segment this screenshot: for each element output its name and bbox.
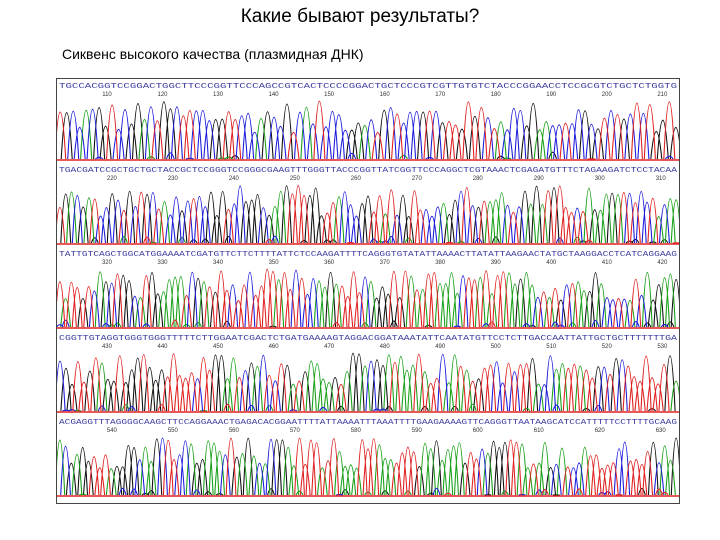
- position-label: 280: [473, 176, 484, 182]
- position-label: 370: [380, 260, 391, 266]
- position-label: 510: [546, 344, 557, 350]
- trace-g: [60, 101, 679, 160]
- trace-a: [74, 354, 679, 412]
- trace-c: [60, 437, 665, 496]
- position-label: 610: [534, 428, 545, 434]
- position-label: 420: [657, 260, 668, 266]
- position-label: 110: [102, 92, 112, 98]
- base-calls: CGGTTGTAGGTGGGTGGGTTTTTCTTGGAATCGACTCTGA…: [59, 335, 678, 343]
- position-label: 170: [435, 92, 446, 98]
- position-label: 550: [168, 428, 179, 434]
- trace-g: [60, 352, 676, 412]
- position-label: 200: [602, 92, 613, 98]
- position-label: 330: [158, 260, 169, 266]
- position-label: 490: [435, 344, 446, 350]
- position-label: 450: [213, 344, 224, 350]
- trace-t: [57, 100, 676, 160]
- position-label: 180: [491, 92, 502, 98]
- trace-c: [57, 354, 628, 412]
- trace-g: [60, 185, 669, 244]
- position-label: 240: [229, 176, 240, 182]
- position-label: 410: [602, 260, 613, 266]
- trace-row-3: TATTGTCAGCTGGCATGGAAAATCGATGTTCTTCTTTTAT…: [57, 251, 679, 329]
- trace-g: [77, 272, 679, 328]
- trace-a: [66, 188, 679, 244]
- position-label: 350: [269, 260, 280, 266]
- position-label: 500: [491, 344, 502, 350]
- position-label: 220: [107, 176, 118, 182]
- chromatogram-panel: TGCCACGGTCCGGACTGGCTTCCCGGTTCCCAGCCGTCAC…: [56, 78, 680, 504]
- trace-g: [65, 437, 679, 496]
- position-label: 250: [290, 176, 301, 182]
- position-label: 310: [656, 176, 667, 182]
- position-label: 630: [656, 428, 667, 434]
- trace-c: [67, 106, 674, 160]
- position-label: 430: [102, 344, 113, 350]
- trace-a: [80, 106, 553, 160]
- position-label: 570: [290, 428, 301, 434]
- position-label: 210: [657, 92, 668, 98]
- base-calls: TGACGATCCGCTGCTGCTACCGCTCCGGGTCCGGGCGAAG…: [59, 167, 678, 175]
- trace-t: [57, 185, 679, 244]
- position-label: 620: [595, 428, 606, 434]
- position-label: 470: [324, 344, 335, 350]
- position-label: 160: [380, 92, 391, 98]
- trace-c: [71, 185, 670, 244]
- position-label: 530: [657, 344, 668, 350]
- base-calls: ACGAGGTTTAGGGGCAAGCTTCCAGGAAACTGAGACACGG…: [59, 419, 677, 427]
- trace-row-2: TGACGATCCGCTGCTGCTACCGCTCCGGGTCCGGGCGAAG…: [57, 167, 679, 245]
- position-label: 460: [269, 344, 280, 350]
- position-label: 580: [351, 428, 362, 434]
- trace-a: [60, 271, 676, 328]
- slide-subtitle: Сиквенс высокого качества (плазмидная ДН…: [62, 46, 364, 62]
- position-label: 540: [107, 428, 118, 434]
- position-label: 300: [595, 176, 606, 182]
- chromatogram-traces: TGCCACGGTCCGGACTGGCTTCCCGGTTCCCAGCCGTCAC…: [57, 83, 679, 497]
- trace-row-5: ACGAGGTTTAGGGGCAAGCTTCCAGGAAACTGAGACACGG…: [57, 419, 679, 497]
- base-calls: TGCCACGGTCCGGACTGGCTTCCCGGTTCCCAGCCGTCAC…: [59, 83, 677, 91]
- position-label: 340: [213, 260, 224, 266]
- position-label: 390: [491, 260, 502, 266]
- position-label: 590: [412, 428, 423, 434]
- position-label: 230: [168, 176, 179, 182]
- position-label: 130: [213, 92, 224, 98]
- trace-t: [57, 269, 642, 328]
- position-label: 520: [602, 344, 613, 350]
- trace-a: [57, 439, 676, 496]
- position-label: 380: [435, 260, 446, 266]
- position-label: 270: [412, 176, 423, 182]
- position-label: 480: [380, 344, 391, 350]
- trace-t: [88, 437, 669, 496]
- position-label: 190: [546, 92, 557, 98]
- position-label: 260: [351, 176, 362, 182]
- slide-title: Какие бывают результаты?: [240, 6, 480, 27]
- position-label: 360: [324, 260, 335, 266]
- position-label: 560: [229, 428, 240, 434]
- position-label: 120: [158, 92, 169, 98]
- trace-t: [72, 353, 670, 412]
- position-label: 290: [534, 176, 545, 182]
- position-label: 440: [158, 344, 169, 350]
- position-label: 600: [473, 428, 484, 434]
- position-label: 320: [102, 260, 113, 266]
- trace-row-1: TGCCACGGTCCGGACTGGCTTCCCGGTTCCCAGCCGTCAC…: [57, 83, 679, 161]
- position-label: 400: [546, 260, 557, 266]
- trace-row-4: CGGTTGTAGGTGGGTGGGTTTTTCTTGGAATCGACTCTGA…: [57, 335, 679, 413]
- trace-c: [57, 269, 669, 328]
- position-label: 150: [324, 92, 335, 98]
- position-label: 140: [269, 92, 280, 98]
- base-calls: TATTGTCAGCTGGCATGGAAAATCGATGTTCTTCTTTTAT…: [59, 251, 677, 259]
